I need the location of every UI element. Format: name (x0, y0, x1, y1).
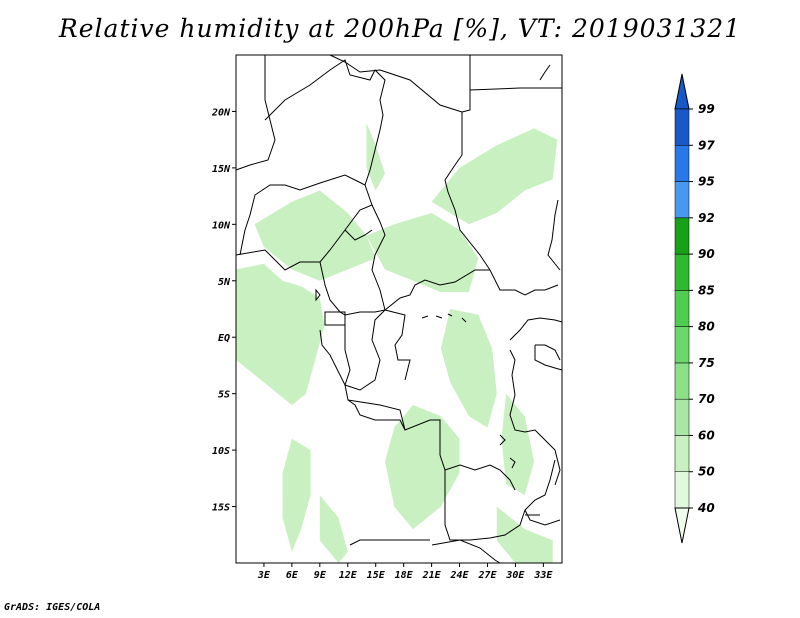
lon-tick-label: 33E (533, 570, 553, 581)
colorbar-segment (674, 398, 690, 436)
border-line (371, 204, 490, 311)
lon-tick-label: 9E (314, 570, 327, 581)
lon-tick-label: 24E (450, 570, 470, 581)
border-line (534, 345, 563, 371)
lon-tick-group: 3E 6E 9E 12E 15E 18E 21E 24E 27E 30E 33E (257, 563, 553, 581)
border-line (319, 329, 346, 386)
border-line (539, 64, 551, 81)
colorbar-min-arrow (674, 507, 690, 544)
colorbar-segment (674, 471, 690, 509)
colorbar-segment (674, 435, 690, 472)
humidity-fill-layer (236, 122, 558, 563)
border-line (499, 434, 516, 469)
lat-tick-label: EQ (218, 333, 230, 344)
humidity-region (431, 128, 558, 225)
border-line (444, 459, 556, 541)
border-line (509, 349, 561, 486)
humidity-region (319, 495, 348, 563)
lat-tick-label: 15N (212, 164, 231, 175)
colorbar-segment (674, 145, 690, 182)
humidity-region (385, 405, 460, 530)
lat-tick-label: 20N (211, 107, 231, 118)
lon-tick-label: 12E (339, 570, 358, 581)
lon-tick-label: 6E (286, 570, 299, 581)
lon-tick-label: 18E (395, 570, 414, 581)
map-frame (235, 54, 563, 564)
border-line (235, 55, 276, 171)
humidity-region (496, 506, 553, 563)
lat-tick-label: 5N (218, 277, 231, 288)
humidity-region (440, 309, 497, 428)
colorbar-label: 90 (698, 247, 715, 261)
humidity-region (366, 122, 385, 191)
border-line (535, 344, 561, 361)
border-line (347, 399, 406, 431)
colorbar-segment (674, 217, 690, 255)
colorbar-segment (674, 181, 690, 219)
border-line (349, 539, 430, 546)
border-line (509, 317, 563, 341)
border-line (547, 199, 561, 271)
border-line (384, 309, 411, 381)
border-line (235, 174, 373, 271)
border-line (324, 311, 346, 326)
humidity-region (254, 190, 376, 281)
border-line (421, 313, 467, 323)
border-line (315, 288, 321, 302)
colorbar-label: 60 (698, 428, 715, 442)
border-line (329, 54, 559, 296)
colorbar-label: 70 (698, 392, 715, 406)
lat-tick-label: 15S (212, 503, 230, 514)
colorbar-label: 50 (698, 465, 715, 479)
lon-tick-label: 30E (505, 570, 525, 581)
colorbar-label: 92 (698, 211, 715, 225)
colorbar-label: 75 (698, 356, 715, 370)
colorbar-segment (674, 253, 690, 291)
lon-tick-label: 15E (367, 570, 386, 581)
lon-tick-label: 3E (257, 570, 271, 581)
border-line (461, 55, 471, 113)
chart-title: Relative humidity at 200hPa [%], VT: 201… (58, 14, 742, 43)
colorbar-label: 85 (698, 283, 715, 297)
border-line (319, 261, 386, 316)
border-line (344, 384, 516, 491)
colorbar-label: 95 (698, 175, 715, 189)
border-line (431, 539, 501, 564)
credit-text: GrADS: IGES/COLA (4, 602, 101, 613)
colorbar-max-arrow (674, 73, 690, 110)
border-line (524, 509, 561, 526)
humidity-region (236, 263, 325, 405)
colorbar-segment (674, 290, 690, 327)
border-line (469, 87, 562, 91)
humidity-region (366, 213, 479, 293)
colorbar-segment (674, 108, 690, 146)
colorbar-label: 40 (697, 501, 715, 515)
colorbar-label: 80 (698, 320, 715, 334)
humidity-region (282, 438, 311, 552)
colorbar-segment (674, 362, 690, 400)
colorbar-label: 97 (698, 138, 715, 152)
lon-tick-label: 27E (477, 570, 497, 581)
lat-tick-group: 20N 15N 10N 5N EQ 5S 10S 15S (211, 107, 236, 514)
border-line (344, 229, 373, 241)
border-line (344, 309, 386, 391)
colorbar: 40 50 60 70 75 80 85 90 92 95 97 99 (674, 73, 715, 544)
colorbar-label: 99 (698, 102, 715, 116)
lat-tick-label: 10S (212, 446, 230, 457)
lat-tick-label: 5S (218, 390, 230, 401)
lat-tick-label: 10N (212, 220, 231, 231)
country-borders (235, 54, 563, 564)
lon-tick-label: 21E (422, 570, 442, 581)
colorbar-segment (674, 326, 690, 364)
humidity-region (501, 393, 535, 496)
